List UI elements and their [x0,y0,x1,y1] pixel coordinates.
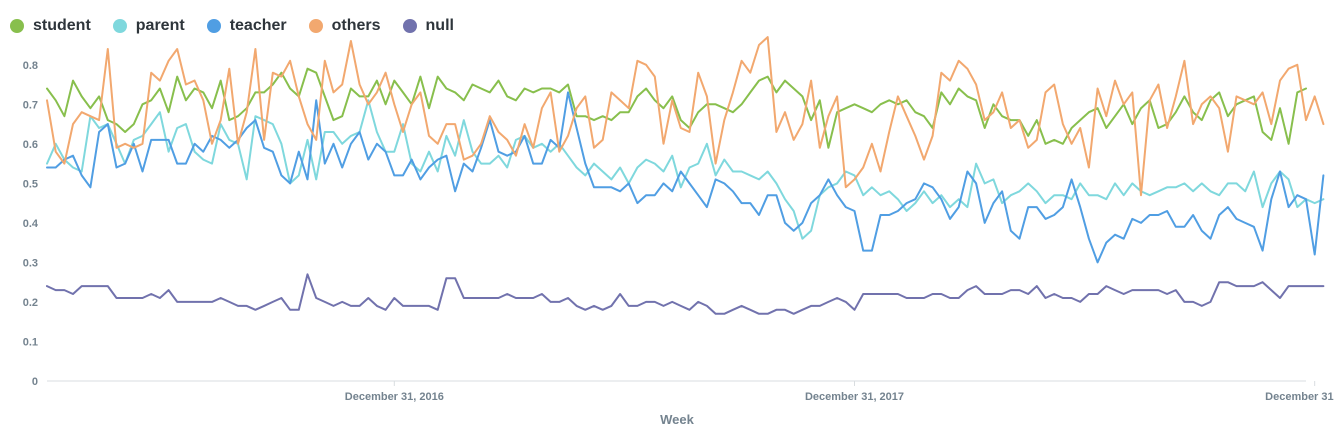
y-tick-label: 0.8 [23,60,38,72]
legend-label-student: student [33,17,91,34]
y-tick-label: 0.2 [23,297,38,309]
y-tick-label: 0.6 [23,139,38,151]
legend-dot-student [10,19,24,33]
series-line-null[interactable] [46,273,1325,315]
legend-label-parent: parent [135,17,185,34]
x-tick-label: December 31, 2016 [345,391,444,403]
legend-dot-others [308,19,323,33]
y-tick-label: 0.1 [23,336,38,348]
y-tick-label: 0 [32,376,38,388]
y-axis: 0 0.1 0.2 0.3 0.4 0.5 0.6 0.7 0.8 [23,60,39,388]
series-layer [46,36,1325,315]
x-tick-label: December 31, 2017 [805,391,904,403]
legend-label-others: others [331,17,381,34]
series-line-student[interactable] [46,67,1307,149]
series-line-others[interactable] [46,36,1325,197]
legend-item-others[interactable]: others [308,17,381,35]
y-tick-label: 0.4 [23,218,39,230]
legend-dot-teacher [206,19,221,33]
legend-label-teacher: teacher [229,17,287,34]
series-line-teacher[interactable] [46,91,1325,264]
legend-item-null[interactable]: null [402,17,454,35]
y-tick-label: 0.3 [23,257,38,269]
legend-dot-parent [112,19,127,33]
x-axis-title: Week [660,412,694,427]
chart-legend: student parent teacher others null [10,17,476,35]
y-tick-label: 0.7 [23,99,38,111]
legend-item-student[interactable]: student [10,17,91,35]
x-axis: December 31, 2016 December 31, 2017 Decemb… [47,380,1334,403]
legend-item-parent[interactable]: parent [112,17,185,35]
x-tick-label: December 31, 2018 [1265,391,1334,403]
y-tick-label: 0.5 [23,178,38,190]
legend-label-null: null [425,17,454,34]
legend-dot-null [402,19,417,33]
legend-item-teacher[interactable]: teacher [206,17,287,35]
